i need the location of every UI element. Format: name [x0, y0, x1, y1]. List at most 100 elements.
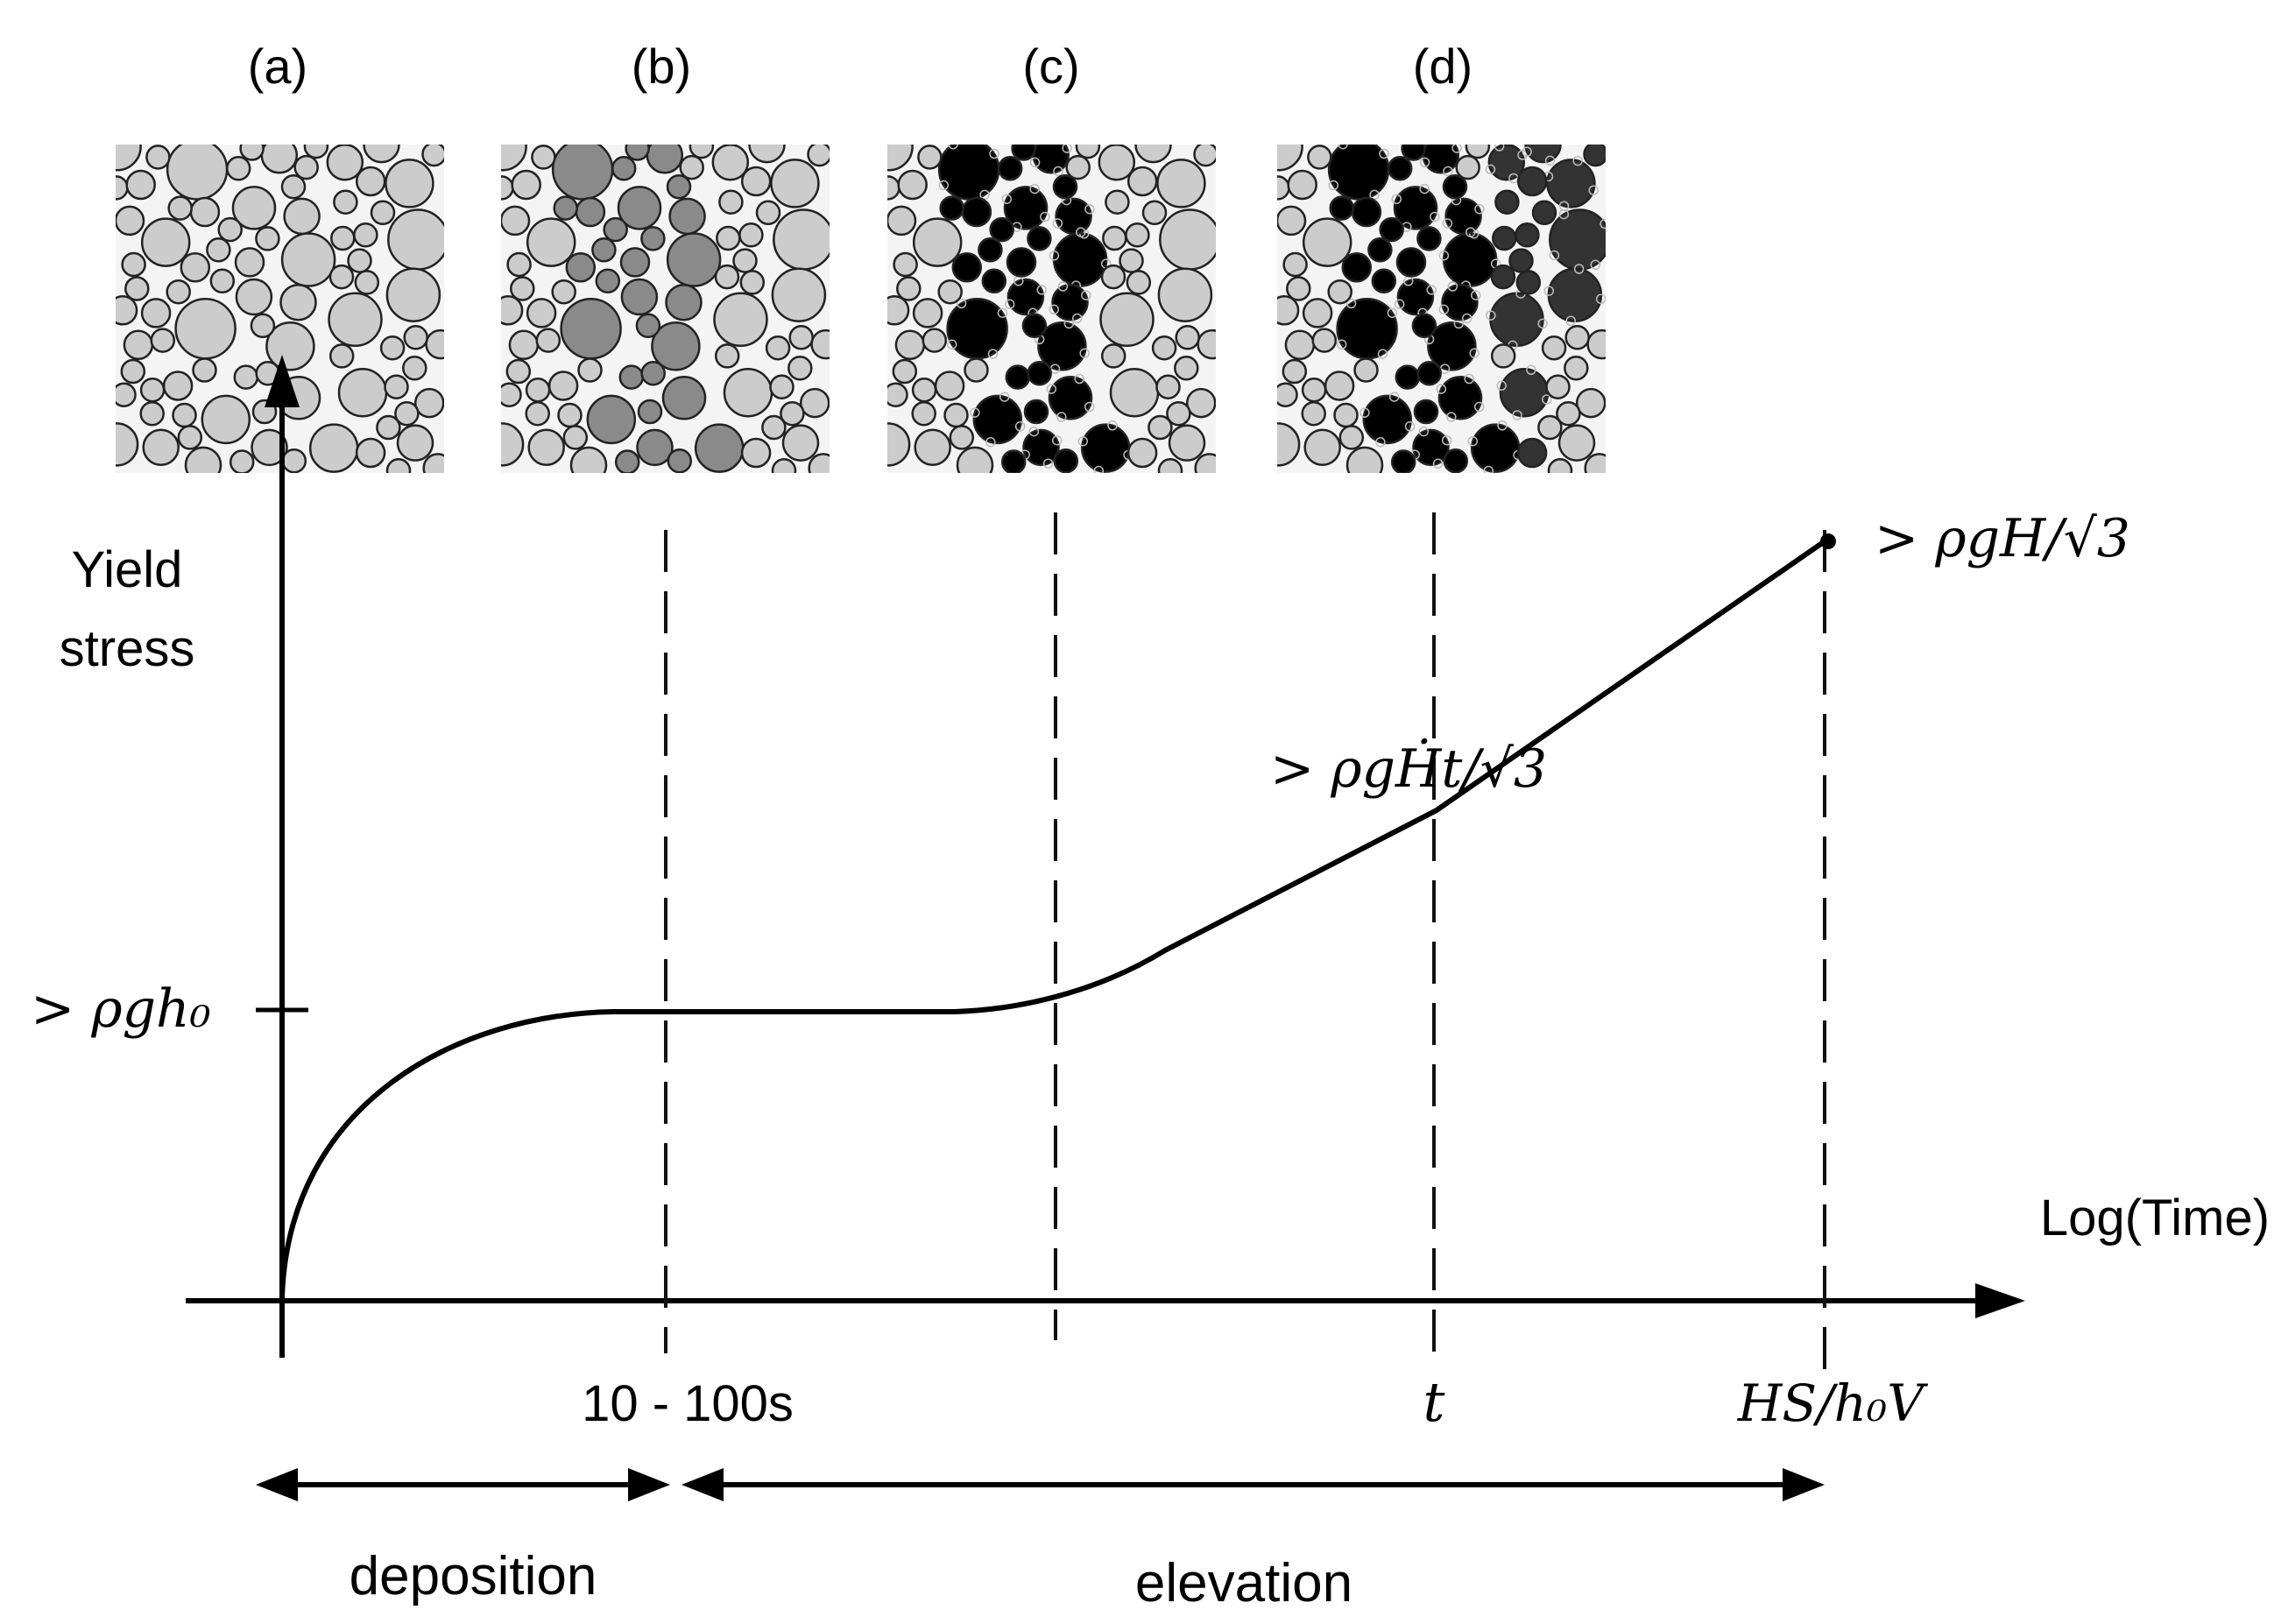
particle	[1303, 428, 1341, 466]
particle	[283, 197, 321, 236]
particle	[1351, 196, 1382, 228]
particle	[1100, 264, 1126, 290]
particle	[939, 195, 964, 221]
contact-bond	[1430, 211, 1440, 222]
particle	[1395, 364, 1421, 390]
particle	[740, 166, 772, 197]
particle	[422, 453, 444, 473]
particle	[387, 208, 444, 271]
particle	[1441, 283, 1479, 321]
contact-bond	[1473, 401, 1485, 413]
particle	[679, 154, 704, 180]
particle	[964, 357, 989, 383]
contact-bond	[1447, 281, 1458, 292]
contact-bond	[970, 407, 980, 418]
particle	[385, 458, 412, 473]
particle	[718, 189, 744, 215]
contact-bond	[1497, 420, 1508, 431]
particle	[810, 328, 830, 360]
particle-panel-c	[887, 145, 1216, 473]
particle	[280, 173, 307, 200]
contact-bond	[1438, 251, 1450, 261]
particle	[206, 237, 231, 263]
contact-bond	[1461, 313, 1472, 324]
particle	[620, 278, 659, 316]
particle	[525, 377, 551, 403]
deposition-label: deposition	[350, 1546, 597, 1606]
contact-bond	[1522, 146, 1532, 158]
particle	[1100, 343, 1126, 369]
particle	[1557, 424, 1596, 462]
contact-bond	[1494, 145, 1505, 152]
particle	[150, 328, 176, 353]
particle	[166, 279, 191, 305]
particle	[1401, 145, 1426, 161]
particle	[303, 145, 329, 159]
particle	[1487, 145, 1526, 181]
end-label: > ρgH/√3	[1875, 508, 2130, 569]
particle	[636, 428, 674, 467]
particle	[894, 329, 926, 361]
particle	[1159, 208, 1216, 271]
particle	[912, 217, 963, 267]
particle	[771, 458, 797, 473]
contact-bond	[1542, 394, 1552, 405]
contact-bond	[1049, 251, 1060, 261]
particle	[1455, 154, 1480, 180]
contact-bond	[1377, 349, 1388, 359]
particle	[1134, 145, 1172, 164]
particle	[116, 145, 142, 172]
contact-bond	[1496, 380, 1507, 392]
particle	[139, 400, 165, 427]
particle	[1387, 156, 1413, 181]
contact-bond	[989, 148, 999, 159]
particle	[1307, 145, 1332, 170]
particle	[714, 264, 740, 290]
contact-bond	[1430, 135, 1438, 144]
particle	[1508, 248, 1534, 273]
particle	[140, 217, 191, 267]
particle	[896, 276, 922, 301]
particle	[586, 394, 637, 445]
contact-bond	[1549, 250, 1560, 261]
particle	[1367, 237, 1393, 263]
particle	[1027, 226, 1052, 251]
particle	[1098, 145, 1136, 181]
particle	[337, 367, 388, 418]
particle	[761, 414, 787, 441]
particle	[1277, 145, 1303, 172]
particle	[1119, 248, 1144, 273]
particle	[949, 425, 975, 450]
particle	[651, 321, 701, 371]
particle	[1327, 279, 1352, 305]
particle	[1175, 325, 1200, 350]
particle	[125, 169, 156, 201]
particle	[167, 195, 193, 221]
contact-bond	[1056, 412, 1067, 422]
particle	[1155, 374, 1181, 399]
particle	[260, 145, 299, 174]
particle	[1055, 197, 1092, 236]
particle	[385, 159, 434, 208]
particle	[1311, 328, 1338, 353]
particle	[1051, 283, 1089, 321]
particle	[229, 449, 255, 473]
particle	[1584, 453, 1606, 473]
particle	[1277, 382, 1298, 407]
contact-bond	[1071, 313, 1083, 324]
particle	[501, 295, 524, 326]
particle	[887, 382, 908, 407]
particle	[347, 248, 372, 273]
particle	[603, 216, 628, 243]
contact-bond	[1443, 166, 1453, 177]
contact-bond	[946, 339, 957, 350]
particle	[501, 205, 531, 237]
contact-bond	[1474, 203, 1485, 215]
contact-bond	[1394, 299, 1405, 309]
particle	[174, 297, 237, 360]
contact-bond	[1328, 180, 1339, 191]
contact-bond	[1040, 211, 1050, 222]
contact-bond	[1004, 299, 1015, 309]
particle	[972, 394, 1023, 445]
particle	[770, 159, 820, 208]
